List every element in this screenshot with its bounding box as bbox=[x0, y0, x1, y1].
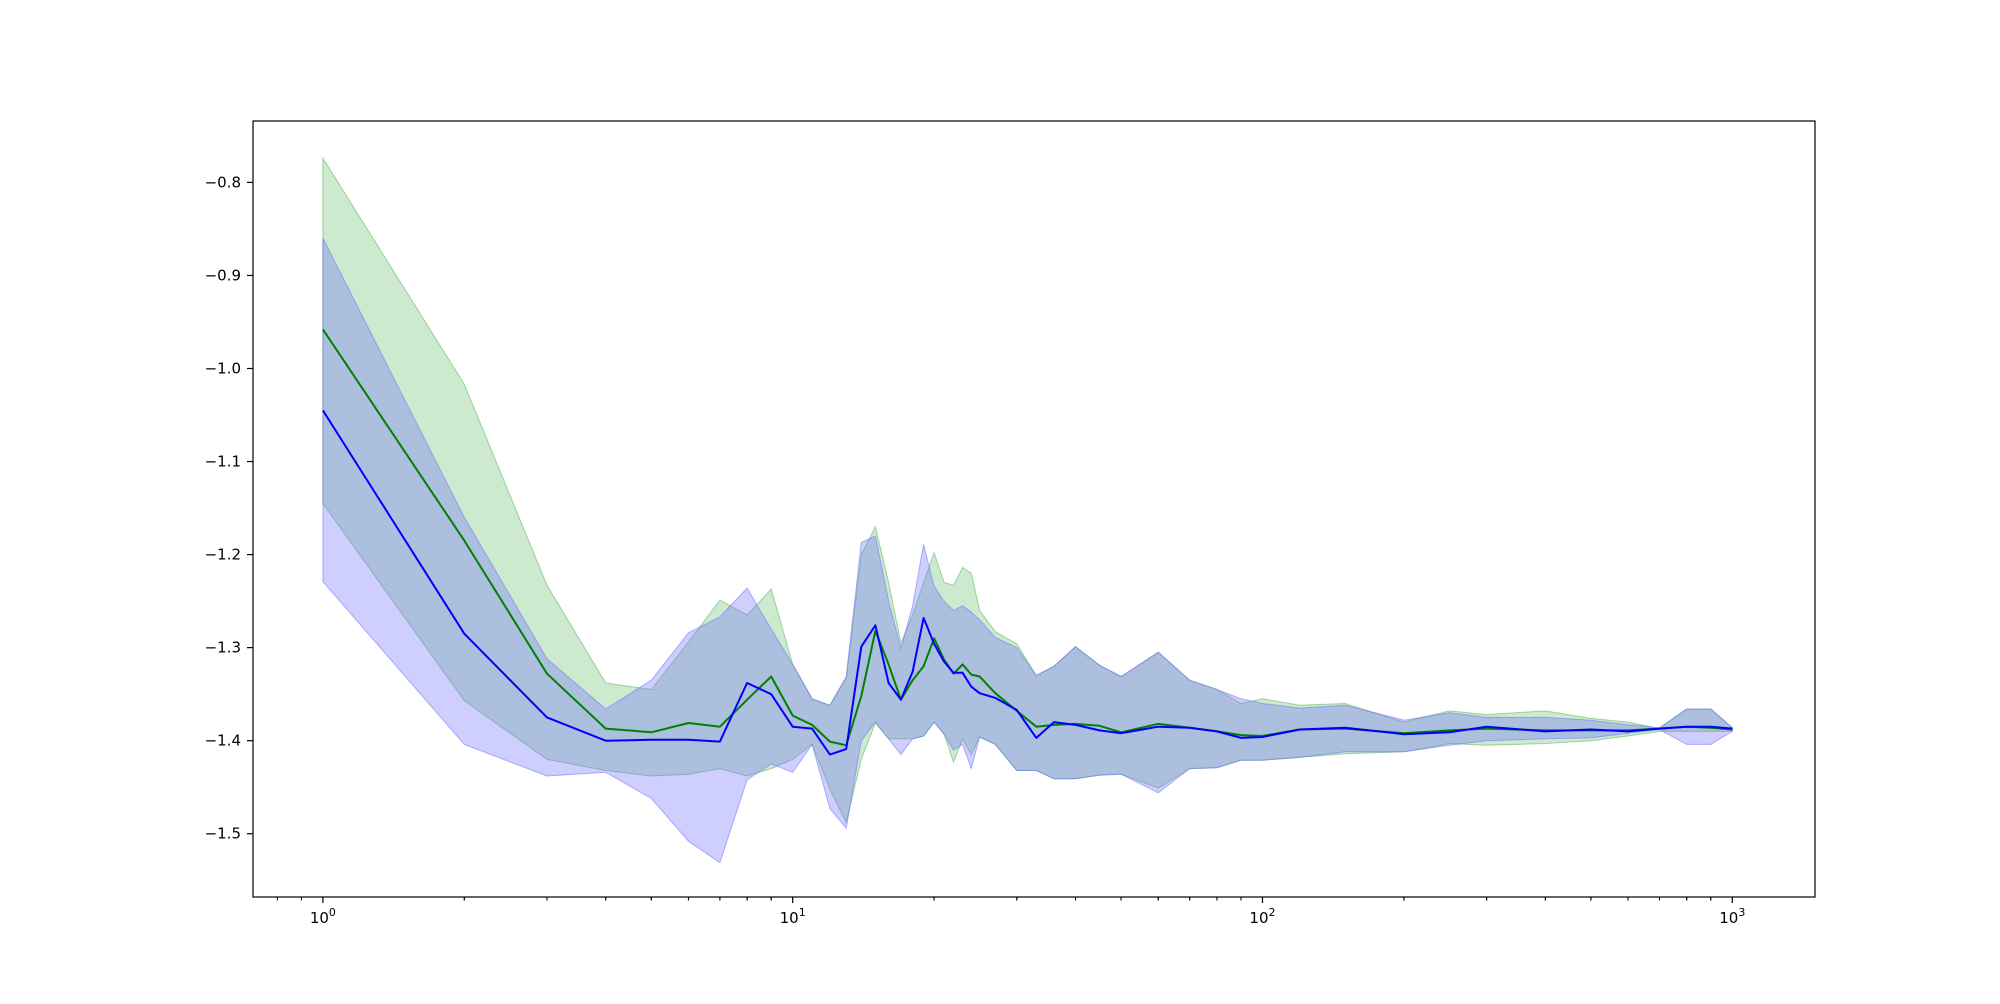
y-tick-label: −1.2 bbox=[205, 546, 241, 564]
x-tick-label: 100 bbox=[310, 906, 336, 927]
x-tick-label: 103 bbox=[1719, 906, 1745, 927]
y-tick-label: −1.1 bbox=[205, 453, 241, 471]
y-tick-label: −1.3 bbox=[205, 639, 241, 657]
plot-frame bbox=[252, 120, 1816, 898]
x-tick-label: 101 bbox=[780, 906, 806, 927]
y-tick-label: −0.9 bbox=[205, 266, 241, 284]
x-axis: 100 101 102 103 bbox=[276, 897, 1745, 927]
series-line-1 bbox=[322, 328, 1733, 747]
y-tick-label: −1.5 bbox=[205, 825, 241, 843]
series-lines bbox=[322, 328, 1733, 756]
confidence-bands bbox=[322, 156, 1733, 864]
y-tick-label: −0.8 bbox=[205, 173, 241, 191]
series-line-2 bbox=[322, 409, 1733, 756]
confidence-band-2 bbox=[322, 237, 1733, 864]
x-tick-label: 102 bbox=[1249, 906, 1275, 927]
y-tick-label: −1.4 bbox=[205, 732, 241, 750]
y-axis: −0.8 −0.9 −1.0 −1.1 −1.2 −1.3 −1.4 −1.5 bbox=[205, 173, 253, 843]
y-tick-label: −1.0 bbox=[205, 360, 241, 378]
